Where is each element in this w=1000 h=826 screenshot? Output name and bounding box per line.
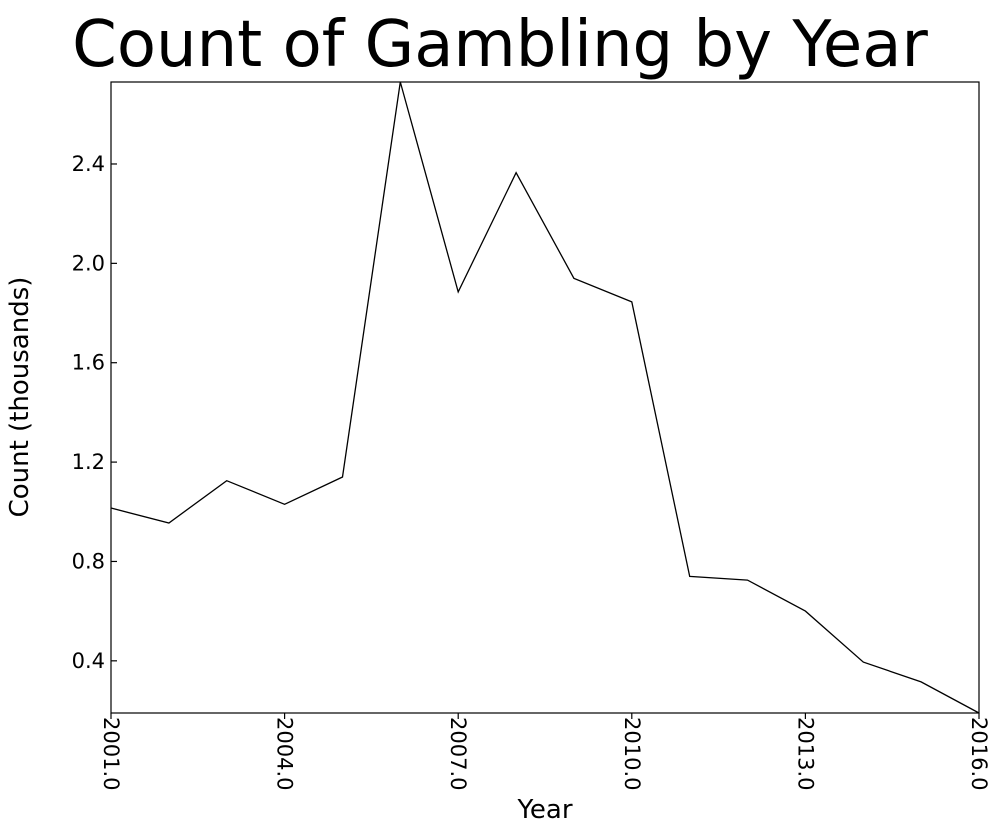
y-tick-label: 1.2	[72, 450, 105, 474]
x-axis-label: Year	[516, 795, 572, 825]
series-lines	[110, 81, 980, 714]
x-tick-label: 2013.0	[793, 717, 817, 790]
x-tick-label: 2004.0	[273, 717, 297, 790]
y-axis-ticks: 0.4 0.8 1.2 1.6 2.0 2.4	[72, 152, 117, 673]
x-tick-label: 2007.0	[446, 717, 470, 790]
y-tick-label: 0.4	[72, 649, 105, 673]
y-tick-label: 1.6	[72, 351, 105, 375]
series-line	[110, 81, 980, 714]
y-tick-label: 0.8	[72, 549, 105, 573]
plot-area-frame	[110, 81, 980, 714]
x-tick-label: 2016.0	[967, 717, 991, 790]
x-tick-label: 2001.0	[99, 717, 123, 790]
x-axis-ticks: 2001.0 2004.0 2007.0 2010.0 2013.0 2016.0	[99, 713, 991, 790]
y-tick-label: 2.4	[72, 152, 105, 176]
chart-title: Count of Gambling by Year	[72, 8, 928, 82]
y-tick-label: 2.0	[72, 251, 105, 275]
x-tick-label: 2010.0	[620, 717, 644, 790]
y-axis-label: Count (thousands)	[5, 277, 35, 518]
